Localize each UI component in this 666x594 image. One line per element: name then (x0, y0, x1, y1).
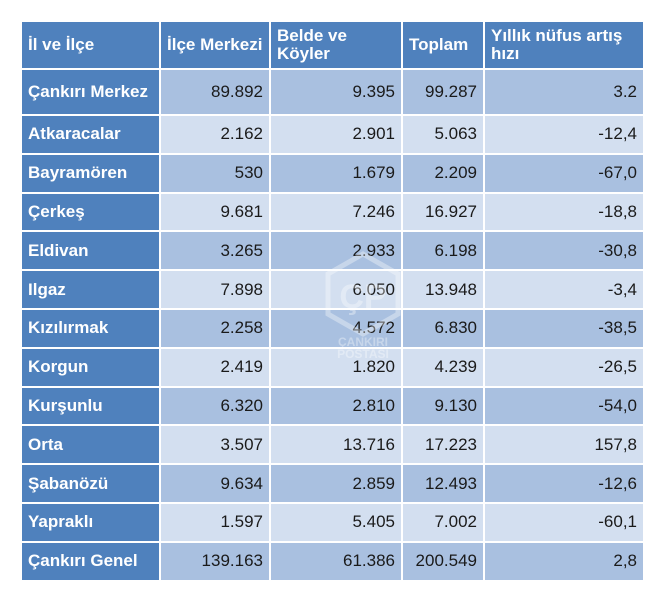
artis-hizi-cell: -12,4 (485, 116, 643, 153)
header-toplam: Toplam (403, 22, 483, 68)
artis-hizi-cell: -12,6 (485, 465, 643, 502)
ilce-merkezi-cell: 9.681 (161, 193, 269, 231)
belde-koyler-cell: 61.386 (271, 542, 401, 580)
belde-koyler-cell: 4.572 (271, 309, 401, 347)
district-name-cell: Ilgaz (22, 271, 159, 308)
belde-koyler-cell: 9.395 (271, 70, 401, 114)
toplam-cell: 17.223 (403, 426, 483, 464)
population-table-container: İl ve İlçe İlçe Merkezi Belde ve Köyler … (20, 20, 643, 582)
district-name-cell: Bayramören (22, 154, 159, 192)
artis-hizi-cell: -67,0 (485, 154, 643, 192)
table-row: Eldivan 3.265 2.933 6.198 -30,8 (22, 232, 643, 270)
artis-hizi-cell: -3,4 (485, 271, 643, 308)
ilce-merkezi-cell: 9.634 (161, 465, 269, 502)
district-name-cell: Şabanözü (22, 465, 159, 502)
belde-koyler-cell: 2.859 (271, 465, 401, 502)
ilce-merkezi-cell: 89.892 (161, 70, 269, 114)
toplam-cell: 6.198 (403, 232, 483, 270)
toplam-cell: 9.130 (403, 387, 483, 425)
table-row: Bayramören 530 1.679 2.209 -67,0 (22, 154, 643, 192)
table-row: Korgun 2.419 1.820 4.239 -26,5 (22, 348, 643, 386)
toplam-cell: 7.002 (403, 503, 483, 541)
table-row: Yapraklı 1.597 5.405 7.002 -60,1 (22, 503, 643, 541)
table-header-row: İl ve İlçe İlçe Merkezi Belde ve Köyler … (22, 22, 643, 68)
table-row: Kızılırmak 2.258 4.572 6.830 -38,5 (22, 309, 643, 347)
ilce-merkezi-cell: 2.162 (161, 116, 269, 153)
belde-koyler-cell: 2.810 (271, 387, 401, 425)
toplam-cell: 2.209 (403, 154, 483, 192)
district-name-cell: Kızılırmak (22, 309, 159, 347)
artis-hizi-cell: -26,5 (485, 348, 643, 386)
ilce-merkezi-cell: 7.898 (161, 271, 269, 308)
toplam-cell: 12.493 (403, 465, 483, 502)
district-name-cell: Çerkeş (22, 193, 159, 231)
toplam-cell: 13.948 (403, 271, 483, 308)
district-name-cell: Çankırı Merkez (22, 70, 159, 114)
table-row: Kurşunlu 6.320 2.810 9.130 -54,0 (22, 387, 643, 425)
artis-hizi-cell: -38,5 (485, 309, 643, 347)
ilce-merkezi-cell: 139.163 (161, 542, 269, 580)
belde-koyler-cell: 13.716 (271, 426, 401, 464)
population-table: İl ve İlçe İlçe Merkezi Belde ve Köyler … (20, 20, 645, 582)
district-name-cell: Çankırı Genel (22, 542, 159, 580)
belde-koyler-cell: 2.901 (271, 116, 401, 153)
header-belde-koyler: Belde ve Köyler (271, 22, 401, 68)
toplam-cell: 99.287 (403, 70, 483, 114)
header-ilce-merkezi: İlçe Merkezi (161, 22, 269, 68)
artis-hizi-cell: -18,8 (485, 193, 643, 231)
table-row: Orta 3.507 13.716 17.223 157,8 (22, 426, 643, 464)
ilce-merkezi-cell: 3.265 (161, 232, 269, 270)
table-row: Çerkeş 9.681 7.246 16.927 -18,8 (22, 193, 643, 231)
table-row: Şabanözü 9.634 2.859 12.493 -12,6 (22, 465, 643, 502)
district-name-cell: Atkaracalar (22, 116, 159, 153)
district-name-cell: Yapraklı (22, 503, 159, 541)
ilce-merkezi-cell: 2.258 (161, 309, 269, 347)
table-row: Ilgaz 7.898 6.050 13.948 -3,4 (22, 271, 643, 308)
artis-hizi-cell: 157,8 (485, 426, 643, 464)
header-il-ilce: İl ve İlçe (22, 22, 159, 68)
district-name-cell: Kurşunlu (22, 387, 159, 425)
belde-koyler-cell: 5.405 (271, 503, 401, 541)
belde-koyler-cell: 6.050 (271, 271, 401, 308)
belde-koyler-cell: 7.246 (271, 193, 401, 231)
toplam-cell: 5.063 (403, 116, 483, 153)
ilce-merkezi-cell: 2.419 (161, 348, 269, 386)
header-artis-hizi: Yıllık nüfus artış hızı (485, 22, 643, 68)
belde-koyler-cell: 2.933 (271, 232, 401, 270)
table-row: Çankırı Merkez 89.892 9.395 99.287 3.2 (22, 70, 643, 114)
district-name-cell: Orta (22, 426, 159, 464)
belde-koyler-cell: 1.679 (271, 154, 401, 192)
ilce-merkezi-cell: 1.597 (161, 503, 269, 541)
artis-hizi-cell: 2,8 (485, 542, 643, 580)
artis-hizi-cell: -54,0 (485, 387, 643, 425)
table-row: Çankırı Genel 139.163 61.386 200.549 2,8 (22, 542, 643, 580)
belde-koyler-cell: 1.820 (271, 348, 401, 386)
toplam-cell: 200.549 (403, 542, 483, 580)
artis-hizi-cell: 3.2 (485, 70, 643, 114)
toplam-cell: 16.927 (403, 193, 483, 231)
artis-hizi-cell: -60,1 (485, 503, 643, 541)
table-body: Çankırı Merkez 89.892 9.395 99.287 3.2 Atkara… (22, 70, 643, 580)
table-row: Atkaracalar 2.162 2.901 5.063 -12,4 (22, 116, 643, 153)
toplam-cell: 6.830 (403, 309, 483, 347)
district-name-cell: Eldivan (22, 232, 159, 270)
artis-hizi-cell: -30,8 (485, 232, 643, 270)
district-name-cell: Korgun (22, 348, 159, 386)
ilce-merkezi-cell: 3.507 (161, 426, 269, 464)
toplam-cell: 4.239 (403, 348, 483, 386)
ilce-merkezi-cell: 530 (161, 154, 269, 192)
ilce-merkezi-cell: 6.320 (161, 387, 269, 425)
